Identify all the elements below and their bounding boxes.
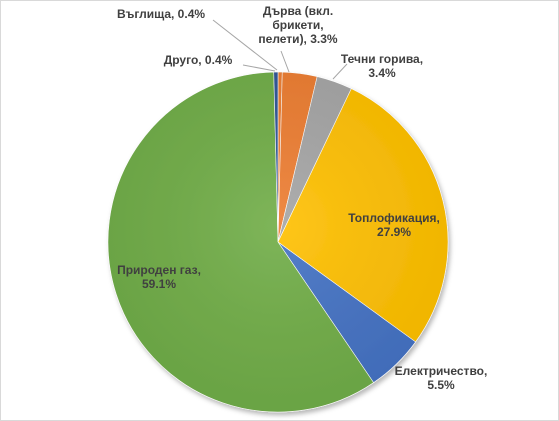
slice-label-line: Топлофикация, <box>348 211 440 225</box>
slice-label-2: Дърва (вкл. брикети, пелети), 3.3% <box>258 4 338 46</box>
slice-label-4: Топлофикация, 27.9% <box>348 211 440 239</box>
leader-line-1 <box>212 19 278 71</box>
leader-line-3 <box>332 63 348 80</box>
slice-label-line: 27.9% <box>377 225 411 239</box>
slice-label-line: 5.5% <box>427 378 455 392</box>
slice-label-line: брикети, <box>272 18 323 32</box>
slice-label-line: Течни горива, <box>341 52 423 66</box>
slice-label-5: Електричество, 5.5% <box>395 364 488 392</box>
slice-label-line: пелети), 3.3% <box>258 32 338 46</box>
leader-line-2 <box>280 50 290 73</box>
slice-label-line: 59.1% <box>142 277 176 291</box>
slice-labels: Въглища, 0.4% Дърва (вкл. брикети, пелети),… <box>117 4 487 392</box>
leader-line-7 <box>242 64 276 72</box>
slice-label-line: Друго, 0.4% <box>164 53 233 67</box>
slice-label-line: 3.4% <box>368 66 396 80</box>
slice-label-line: Въглища, 0.4% <box>117 7 205 21</box>
slice-label-6: Природен газ, 59.1% <box>117 263 201 291</box>
slice-label-line: Дърва (вкл. <box>263 4 333 18</box>
slice-label-line: Природен газ, <box>117 263 201 277</box>
slice-label-1: Въглища, 0.4% <box>117 7 205 21</box>
slice-label-7: Друго, 0.4% <box>164 53 233 67</box>
leader-lines <box>212 19 348 80</box>
slice-label-line: Електричество, <box>395 364 488 378</box>
slice-label-3: Течни горива, 3.4% <box>341 52 423 80</box>
pie-slices <box>107 71 449 413</box>
